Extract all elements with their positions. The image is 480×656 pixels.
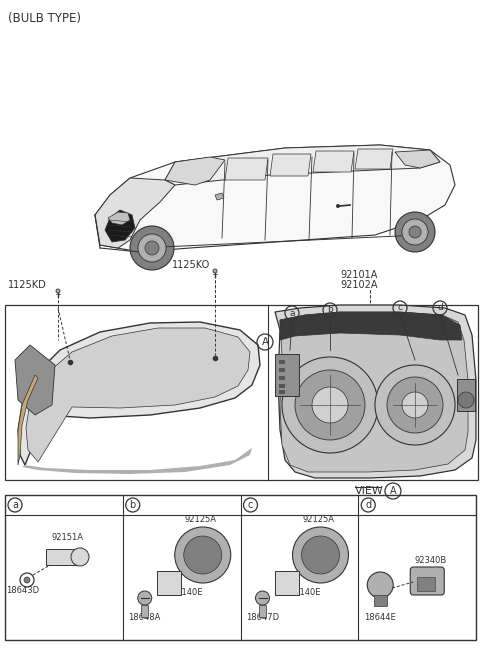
Polygon shape bbox=[215, 193, 224, 200]
Text: 92102A: 92102A bbox=[340, 280, 377, 290]
Polygon shape bbox=[26, 328, 250, 462]
Circle shape bbox=[213, 269, 217, 273]
Text: 1125KO: 1125KO bbox=[172, 260, 210, 270]
Circle shape bbox=[367, 572, 393, 598]
Circle shape bbox=[184, 536, 222, 574]
FancyBboxPatch shape bbox=[275, 571, 299, 595]
FancyBboxPatch shape bbox=[374, 594, 387, 605]
Text: 92340B: 92340B bbox=[414, 556, 446, 565]
FancyBboxPatch shape bbox=[417, 577, 435, 591]
Text: A: A bbox=[262, 337, 269, 347]
Circle shape bbox=[292, 527, 348, 583]
Circle shape bbox=[387, 377, 443, 433]
Text: 92151A: 92151A bbox=[51, 533, 83, 542]
Text: 92125A: 92125A bbox=[185, 515, 217, 524]
FancyBboxPatch shape bbox=[275, 354, 299, 396]
FancyBboxPatch shape bbox=[410, 567, 444, 595]
Text: 18643D: 18643D bbox=[6, 586, 39, 595]
Text: VIEW: VIEW bbox=[355, 486, 384, 496]
Circle shape bbox=[24, 577, 30, 583]
Circle shape bbox=[56, 289, 60, 293]
Polygon shape bbox=[225, 158, 268, 180]
Circle shape bbox=[312, 387, 348, 423]
Circle shape bbox=[282, 357, 378, 453]
FancyBboxPatch shape bbox=[157, 571, 181, 595]
Polygon shape bbox=[355, 149, 393, 169]
FancyBboxPatch shape bbox=[457, 379, 475, 411]
Polygon shape bbox=[22, 448, 252, 474]
FancyBboxPatch shape bbox=[279, 368, 285, 372]
Polygon shape bbox=[95, 178, 175, 248]
Polygon shape bbox=[165, 145, 440, 185]
Circle shape bbox=[295, 370, 365, 440]
Polygon shape bbox=[105, 210, 135, 242]
Text: 18647D: 18647D bbox=[246, 613, 279, 622]
Polygon shape bbox=[18, 375, 38, 465]
FancyBboxPatch shape bbox=[279, 390, 285, 394]
Polygon shape bbox=[95, 145, 455, 252]
Text: 92101A: 92101A bbox=[340, 270, 377, 280]
FancyBboxPatch shape bbox=[279, 384, 285, 388]
Circle shape bbox=[255, 591, 269, 605]
Polygon shape bbox=[15, 345, 55, 415]
Circle shape bbox=[409, 226, 421, 238]
Circle shape bbox=[175, 527, 231, 583]
Text: 92140E: 92140E bbox=[290, 588, 321, 597]
FancyBboxPatch shape bbox=[279, 360, 285, 364]
Text: b: b bbox=[130, 500, 136, 510]
Text: 92140E: 92140E bbox=[172, 588, 204, 597]
Circle shape bbox=[395, 212, 435, 252]
Circle shape bbox=[130, 226, 174, 270]
Polygon shape bbox=[108, 212, 130, 225]
Polygon shape bbox=[165, 157, 225, 185]
Text: 1125KD: 1125KD bbox=[8, 280, 47, 290]
Text: 18648A: 18648A bbox=[129, 613, 161, 622]
Circle shape bbox=[71, 548, 89, 566]
Text: a: a bbox=[12, 500, 18, 510]
Circle shape bbox=[375, 365, 455, 445]
Text: 18644E: 18644E bbox=[364, 613, 396, 622]
Polygon shape bbox=[275, 305, 476, 478]
Circle shape bbox=[458, 392, 474, 408]
Text: (BULB TYPE): (BULB TYPE) bbox=[8, 12, 81, 25]
Text: c: c bbox=[248, 500, 253, 510]
Polygon shape bbox=[280, 312, 462, 340]
Polygon shape bbox=[313, 151, 354, 172]
Text: A: A bbox=[390, 486, 396, 496]
Circle shape bbox=[138, 591, 152, 605]
FancyBboxPatch shape bbox=[46, 549, 78, 565]
Polygon shape bbox=[280, 312, 468, 472]
Polygon shape bbox=[18, 322, 260, 465]
FancyBboxPatch shape bbox=[259, 605, 266, 617]
Polygon shape bbox=[270, 154, 311, 176]
Circle shape bbox=[402, 392, 428, 418]
FancyBboxPatch shape bbox=[279, 376, 285, 380]
Circle shape bbox=[301, 536, 339, 574]
Text: d: d bbox=[437, 304, 443, 312]
Circle shape bbox=[145, 241, 159, 255]
Circle shape bbox=[336, 204, 340, 208]
Circle shape bbox=[402, 219, 428, 245]
FancyBboxPatch shape bbox=[142, 605, 148, 617]
Circle shape bbox=[138, 234, 166, 262]
Text: b: b bbox=[327, 306, 333, 314]
Text: a: a bbox=[289, 308, 295, 318]
Text: d: d bbox=[365, 500, 372, 510]
Text: 92125A: 92125A bbox=[302, 515, 335, 524]
Polygon shape bbox=[395, 150, 440, 168]
Text: c: c bbox=[397, 304, 403, 312]
